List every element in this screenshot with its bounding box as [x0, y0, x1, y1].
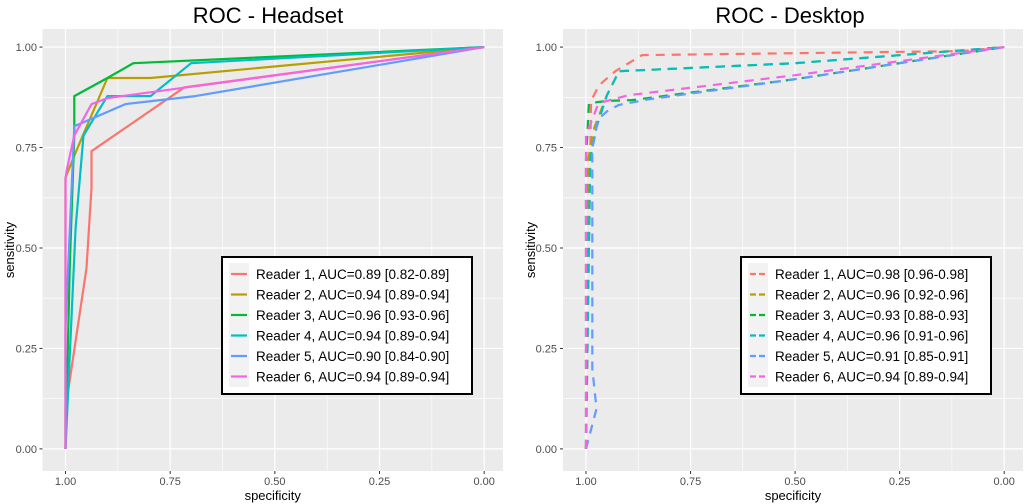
y-tick-label: 0.50 [16, 243, 37, 255]
y-axis-title: sensitivity [2, 221, 17, 278]
roc-curve-reader-6 [584, 46, 1005, 449]
roc-curve-reader-6 [64, 46, 485, 449]
chart-panel-1: 1.00 0.75 0.50 0.25 0.00 0.00 0.25 0.50 0.75 1.00… [2, 3, 503, 503]
legend-label-reader-2: Reader 2, AUC=0.96 [0.92-0.96] [775, 288, 968, 303]
y-tick-label: 1.00 [16, 42, 37, 54]
y-tick-label: 1.00 [536, 42, 557, 54]
y-tick-label: 0.50 [536, 243, 557, 255]
legend-label-reader-6: Reader 6, AUC=0.94 [0.89-0.94] [256, 370, 449, 385]
plot-background [563, 29, 1023, 471]
chart-panel-2: 1.00 0.75 0.50 0.25 0.00 0.00 0.25 0.50 0.75 1.00… [523, 3, 1023, 503]
x-tick-label: 0.25 [369, 476, 390, 488]
legend: Reader 1, AUC=0.98 [0.96-0.98] Reader 2, … [740, 256, 992, 395]
legend-key-background [748, 263, 768, 387]
legend-label-reader-5: Reader 5, AUC=0.91 [0.85-0.91] [775, 349, 968, 364]
x-tick-label: 0.75 [680, 476, 701, 488]
legend-label-reader-1: Reader 1, AUC=0.89 [0.82-0.89] [256, 267, 449, 282]
legend-label-reader-5: Reader 5, AUC=0.90 [0.84-0.90] [256, 349, 449, 364]
x-tick-label: 0.00 [473, 476, 494, 488]
x-tick-label: 0.00 [993, 476, 1014, 488]
legend-box [221, 256, 473, 395]
x-tick-label: 0.75 [159, 476, 180, 488]
x-tick-label: 1.00 [575, 476, 596, 488]
roc-curve-reader-4 [64, 46, 485, 449]
legend-label-reader-3: Reader 3, AUC=0.93 [0.88-0.93] [775, 308, 968, 323]
x-tick-label: 0.50 [784, 476, 805, 488]
x-tick-label: 1.00 [55, 476, 76, 488]
y-axis-title: sensitivity [523, 221, 538, 278]
legend-label-reader-6: Reader 6, AUC=0.94 [0.89-0.94] [775, 370, 968, 385]
legend: Reader 1, AUC=0.89 [0.82-0.89] Reader 2, … [221, 256, 473, 395]
x-axis-title: specificity [245, 488, 302, 503]
roc-curve-reader-1 [584, 46, 1005, 449]
y-tick-label: 0.25 [536, 343, 557, 355]
legend-label-reader-2: Reader 2, AUC=0.94 [0.89-0.94] [256, 288, 449, 303]
x-axis-title: specificity [765, 488, 822, 503]
legend-key-background [229, 263, 249, 387]
roc-curve-reader-3 [64, 46, 485, 449]
y-tick-label: 0.75 [536, 143, 557, 155]
legend-label-reader-1: Reader 1, AUC=0.98 [0.96-0.98] [775, 267, 968, 282]
legend-label-reader-4: Reader 4, AUC=0.94 [0.89-0.94] [256, 329, 449, 344]
roc-curve-reader-4 [584, 46, 1005, 449]
y-tick-label: 0.00 [536, 444, 557, 456]
legend-box [740, 256, 992, 395]
y-tick-label: 0.00 [16, 444, 37, 456]
x-tick-label: 0.50 [264, 476, 285, 488]
chart-title: ROC - Desktop [715, 3, 864, 28]
legend-label-reader-4: Reader 4, AUC=0.96 [0.91-0.96] [775, 329, 968, 344]
plot-background [42, 29, 503, 471]
y-tick-label: 0.75 [16, 143, 37, 155]
y-tick-label: 0.25 [16, 343, 37, 355]
roc-curve-reader-5 [584, 46, 1005, 450]
chart-title: ROC - Headset [193, 3, 343, 28]
legend-label-reader-3: Reader 3, AUC=0.96 [0.93-0.96] [256, 308, 449, 323]
x-tick-label: 0.25 [889, 476, 910, 488]
